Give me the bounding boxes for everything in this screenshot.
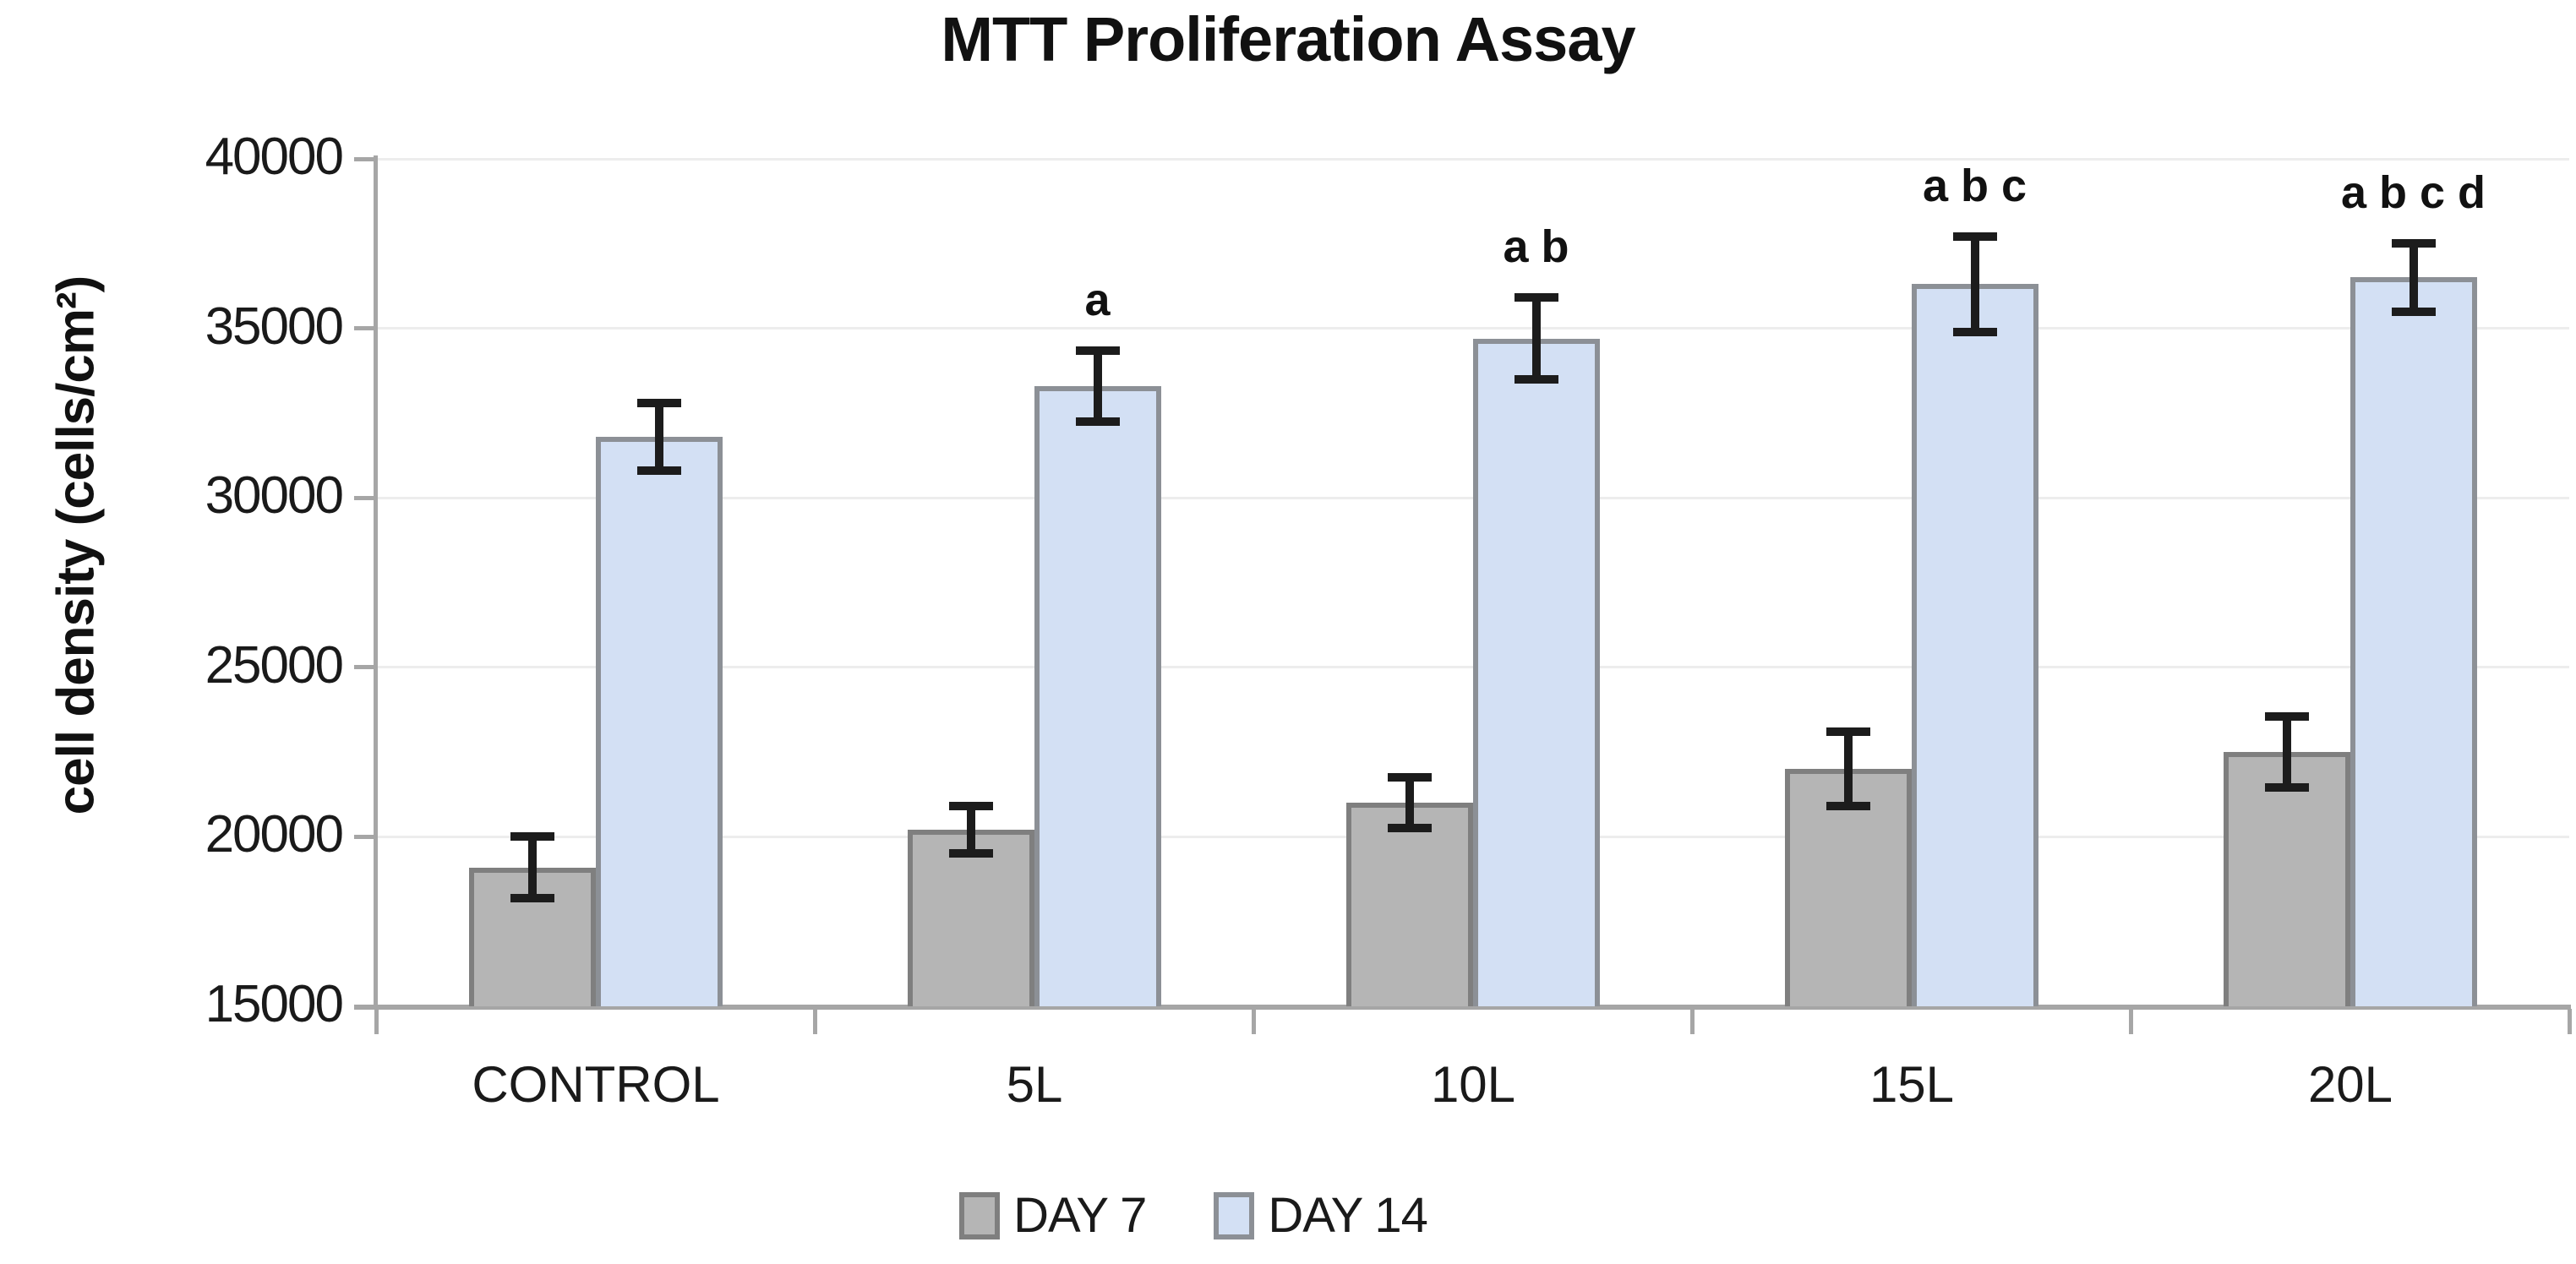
error-bar-cap-top [636,398,681,407]
x-category-label: CONTROL [472,1056,720,1113]
error-bar-line [1531,297,1541,379]
error-bar-cap-bottom [510,893,554,902]
error-bar-line [1093,350,1102,422]
x-category-label: 15L [1869,1056,1955,1113]
y-axis-tick [354,495,376,500]
gridline [376,327,2569,330]
error-bar-cap-top [2391,239,2436,248]
x-axis-tick [2567,1009,2572,1034]
significance-annotation: a b [1503,221,1569,273]
bar-day7 [1345,803,1473,1006]
x-category-label: 5L [1006,1056,1063,1113]
error-bar-cap-bottom [636,466,681,476]
error-bar-line [1843,732,1853,807]
legend-label: DAY 7 [1013,1188,1147,1243]
error-bar-line [1405,777,1414,829]
error-bar-cap-bottom [948,849,993,858]
error-bar-cap-top [510,832,554,842]
y-tick-label: 15000 [205,975,344,1033]
error-bar-cap-top [1075,346,1120,355]
error-bar-cap-bottom [2391,307,2436,316]
error-bar-line [527,836,537,898]
y-axis-title: cell density (cells/cm²) [46,275,106,815]
y-axis-line [374,155,378,1010]
x-axis-tick [374,1009,379,1034]
significance-annotation: a [1084,274,1111,325]
y-tick-label: 35000 [205,297,344,356]
y-tick-label: 25000 [205,635,344,695]
significance-annotation: a b c d [2340,167,2486,219]
bar-day14 [1911,284,2038,1006]
error-bar-cap-top [1826,727,1870,737]
x-category-label: 20L [2307,1056,2393,1113]
y-axis-tick [354,326,376,331]
y-axis-tick [354,156,376,161]
x-axis-tick [812,1009,817,1034]
bar-day14 [1034,385,1161,1006]
legend-key-swatch [959,1191,1001,1239]
error-bar-cap-bottom [1075,417,1120,426]
error-bar-line [654,402,663,471]
error-bar-cap-top [1952,232,1997,242]
y-tick-label: 40000 [205,128,344,186]
x-axis-tick [2128,1009,2133,1034]
error-bar-line [966,806,975,854]
bar-day14 [1472,338,1600,1006]
bar-day7 [2223,752,2350,1006]
significance-annotation: a b c [1922,161,2028,212]
bar-day7 [907,830,1034,1006]
gridline [376,157,2569,161]
error-bar-cap-top [1387,773,1432,782]
error-bar-cap-bottom [1387,824,1432,833]
legend-item: DAY 14 [1214,1187,1428,1244]
error-bar-cap-bottom [1826,802,1870,811]
error-bar-cap-bottom [2264,783,2309,793]
y-tick-label: 30000 [205,466,344,526]
chart-title: MTT Proliferation Assay [941,4,1635,74]
error-bar-line [2409,243,2418,312]
y-axis-tick [354,834,376,839]
x-axis-line [354,1005,2571,1010]
legend-key-swatch [1214,1191,1255,1239]
error-bar-cap-bottom [1952,327,1997,336]
y-tick-label: 20000 [205,805,344,864]
error-bar-cap-bottom [1514,374,1558,384]
error-bar-cap-top [1514,293,1558,302]
error-bar-cap-top [948,802,993,811]
legend-item: DAY 7 [959,1187,1147,1244]
x-category-label: 10L [1430,1056,1516,1113]
bar-day14 [2350,277,2477,1006]
y-axis-tick [354,1004,376,1009]
error-bar-line [1970,237,1979,332]
error-bar-line [2282,716,2291,788]
legend-label: DAY 14 [1268,1188,1428,1243]
error-bar-cap-top [2264,711,2309,721]
x-axis-tick [1689,1009,1695,1034]
y-axis-tick [354,665,376,670]
legend: DAY 7 DAY 14 [0,1187,2481,1244]
x-axis-tick [1251,1009,1256,1034]
bar-day14 [595,436,723,1006]
